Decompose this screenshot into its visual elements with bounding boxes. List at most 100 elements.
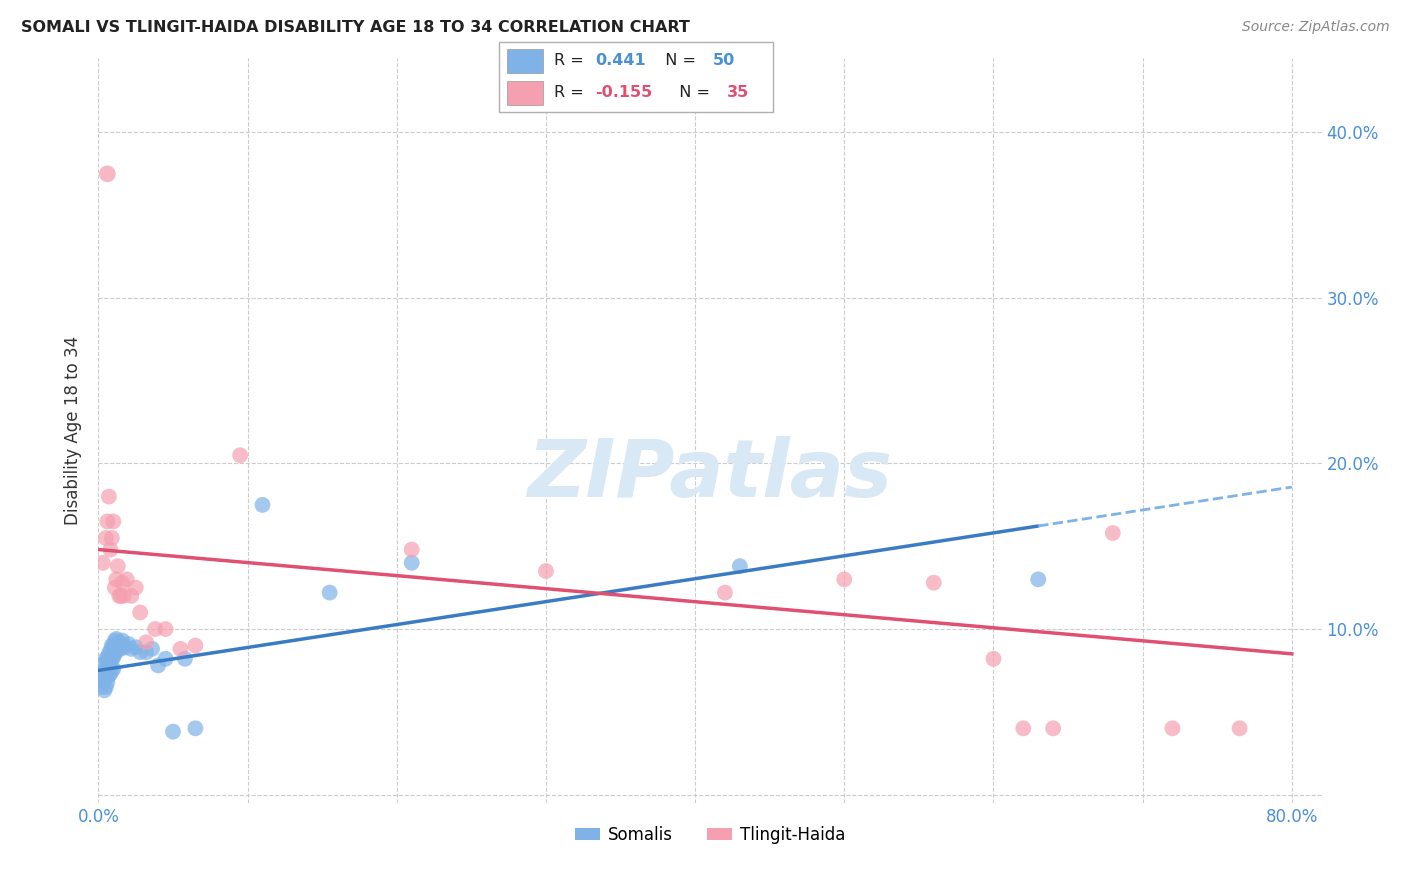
Point xyxy=(96,515,118,529)
Point xyxy=(98,643,121,657)
Point xyxy=(98,655,121,669)
Point xyxy=(105,632,128,646)
Point xyxy=(94,652,117,666)
Point xyxy=(1101,526,1123,541)
Point xyxy=(107,641,129,656)
Point xyxy=(983,652,1005,666)
Point xyxy=(93,664,115,678)
Point xyxy=(135,645,157,659)
Point xyxy=(96,664,118,678)
Point xyxy=(91,668,114,682)
Point xyxy=(112,589,135,603)
Point xyxy=(155,652,177,666)
Point xyxy=(129,606,152,620)
Text: 0.441: 0.441 xyxy=(595,54,645,68)
Point xyxy=(108,635,131,649)
Y-axis label: Disability Age 18 to 34: Disability Age 18 to 34 xyxy=(65,335,83,525)
Text: R =: R = xyxy=(554,86,589,100)
Point xyxy=(94,680,117,694)
Point xyxy=(169,641,191,656)
Point xyxy=(104,633,127,648)
Bar xyxy=(508,81,543,104)
Text: Source: ZipAtlas.com: Source: ZipAtlas.com xyxy=(1241,20,1389,34)
Point xyxy=(97,647,120,661)
Point xyxy=(184,639,207,653)
Point xyxy=(135,635,157,649)
Text: 35: 35 xyxy=(727,86,749,100)
Point xyxy=(174,652,197,666)
Point xyxy=(94,664,117,678)
Point xyxy=(101,531,124,545)
Point xyxy=(104,581,127,595)
Point xyxy=(832,573,855,587)
Point xyxy=(107,559,129,574)
Point xyxy=(98,666,121,681)
Point xyxy=(155,622,177,636)
Point xyxy=(125,581,148,595)
Text: ZIPatlas: ZIPatlas xyxy=(527,436,893,514)
Point xyxy=(401,542,423,557)
Point xyxy=(534,564,557,578)
Point xyxy=(146,658,169,673)
Point xyxy=(96,167,118,181)
Text: N =: N = xyxy=(655,54,702,68)
Point xyxy=(96,652,118,666)
Point xyxy=(96,675,118,690)
Bar xyxy=(508,49,543,72)
Point xyxy=(117,637,139,651)
Point xyxy=(141,641,163,656)
Point xyxy=(1026,573,1049,587)
Point xyxy=(1012,721,1035,735)
Point xyxy=(93,657,115,671)
Point xyxy=(1161,721,1184,735)
Point xyxy=(110,641,132,656)
Text: 50: 50 xyxy=(713,54,735,68)
Point xyxy=(105,573,128,587)
Point xyxy=(252,498,274,512)
Point xyxy=(129,645,152,659)
Point xyxy=(103,662,125,676)
Point xyxy=(108,589,131,603)
Point xyxy=(229,448,252,462)
Point xyxy=(97,668,120,682)
Point xyxy=(728,559,751,574)
Point xyxy=(401,556,423,570)
Point xyxy=(318,585,340,599)
Text: N =: N = xyxy=(669,86,716,100)
Point xyxy=(94,531,117,545)
Point xyxy=(110,589,132,603)
Point xyxy=(90,680,112,694)
Point xyxy=(101,652,124,666)
Point xyxy=(162,724,184,739)
Point xyxy=(120,589,142,603)
FancyBboxPatch shape xyxy=(499,42,773,112)
Point xyxy=(184,721,207,735)
Point xyxy=(114,640,136,655)
Point xyxy=(103,515,125,529)
Point xyxy=(101,639,124,653)
Point xyxy=(98,542,121,557)
Point xyxy=(922,575,945,590)
Point xyxy=(91,556,114,570)
Point xyxy=(94,672,117,686)
Point xyxy=(1042,721,1064,735)
Point xyxy=(97,490,120,504)
Point xyxy=(103,639,125,653)
Point xyxy=(103,650,125,665)
Point xyxy=(714,585,737,599)
Point xyxy=(115,573,138,587)
Point xyxy=(93,683,115,698)
Point xyxy=(104,647,127,661)
Point xyxy=(111,633,134,648)
Point xyxy=(97,658,120,673)
Legend: Somalis, Tlingit-Haida: Somalis, Tlingit-Haida xyxy=(568,819,852,850)
Text: -0.155: -0.155 xyxy=(595,86,652,100)
Point xyxy=(120,641,142,656)
Point xyxy=(111,575,134,590)
Point xyxy=(1229,721,1251,735)
Point xyxy=(143,622,166,636)
Text: R =: R = xyxy=(554,54,589,68)
Point xyxy=(91,675,114,690)
Point xyxy=(125,640,148,655)
Point xyxy=(105,643,128,657)
